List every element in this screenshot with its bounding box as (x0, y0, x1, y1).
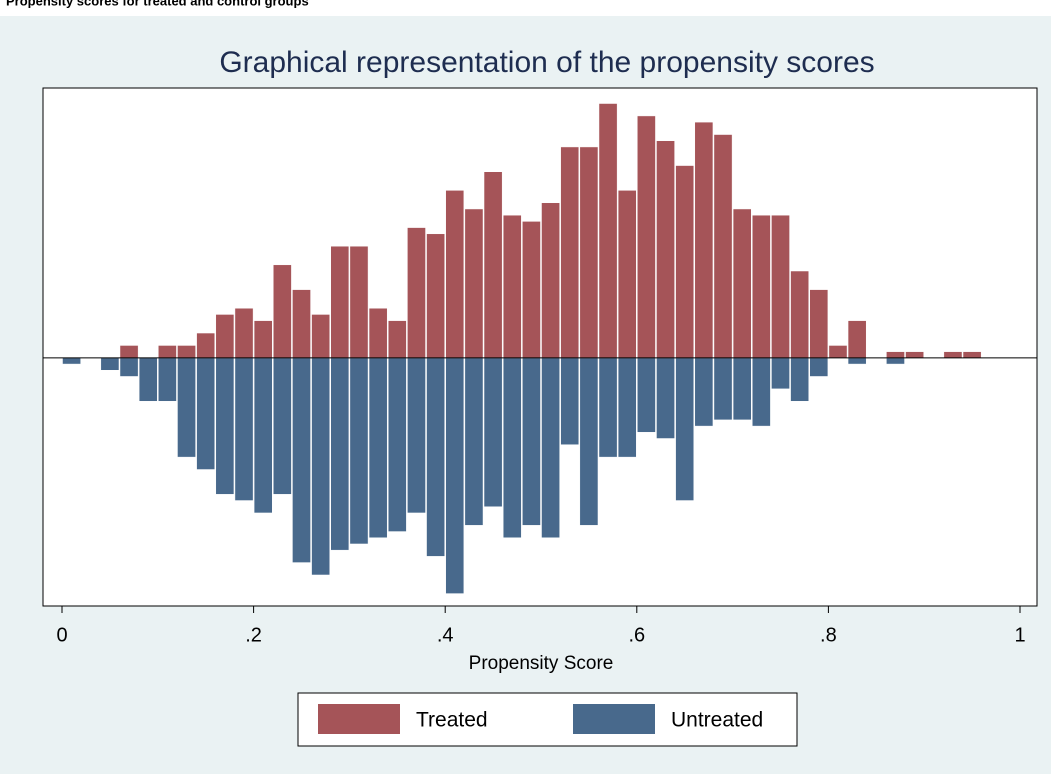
bar (847, 320, 867, 359)
bar (732, 357, 752, 421)
legend-label: Treated (416, 709, 488, 732)
bar (158, 345, 177, 359)
bar (177, 345, 196, 359)
bar (426, 357, 445, 557)
bar (598, 357, 618, 458)
bar (273, 357, 292, 495)
bar (905, 351, 924, 359)
bar (464, 208, 484, 359)
x-tick-label: 0 (56, 624, 67, 646)
bar (713, 357, 733, 421)
bar (62, 357, 81, 365)
bar (234, 307, 254, 359)
bar (215, 314, 235, 359)
bar (962, 351, 982, 359)
bar (330, 245, 350, 359)
bar (483, 357, 503, 507)
bar (177, 357, 196, 458)
bar (234, 357, 254, 501)
bar (732, 208, 752, 359)
bar (407, 227, 426, 359)
bar (694, 121, 714, 359)
bar (349, 357, 369, 545)
bar (771, 357, 790, 390)
bar (637, 115, 656, 359)
bar (694, 357, 714, 427)
bar (656, 357, 675, 439)
bar (541, 202, 560, 359)
bar (100, 357, 120, 371)
bar (292, 289, 311, 359)
x-tick-label: .2 (245, 624, 262, 646)
bar (311, 314, 330, 359)
bar (196, 357, 216, 470)
bar (598, 103, 618, 359)
bar (886, 351, 905, 359)
bar (560, 146, 580, 359)
bar (311, 357, 330, 576)
bar (215, 357, 235, 495)
bar (502, 214, 522, 359)
bar (522, 357, 541, 526)
bar (790, 357, 809, 402)
bar (119, 357, 139, 377)
bar (522, 221, 541, 359)
bar (809, 289, 829, 359)
bar (349, 245, 369, 359)
bar (809, 357, 829, 377)
bar (886, 357, 905, 365)
bar (445, 357, 465, 594)
bar (445, 190, 465, 359)
bar (617, 357, 637, 458)
bar (483, 171, 503, 359)
bar (752, 214, 771, 359)
bar (790, 270, 809, 359)
bar (541, 357, 560, 539)
chart-title: Graphical representation of the propensi… (219, 46, 874, 79)
bar (138, 357, 158, 402)
bar (560, 357, 580, 445)
bar (771, 214, 790, 359)
bar (656, 140, 675, 359)
x-tick-label: .4 (437, 624, 454, 646)
bar (464, 357, 484, 526)
bar (158, 357, 177, 402)
bar (292, 357, 311, 563)
bar (828, 345, 848, 359)
bar (579, 357, 599, 526)
bar (368, 307, 388, 359)
bar (675, 165, 695, 359)
x-tick-label: .8 (820, 624, 837, 646)
bar (368, 357, 388, 539)
bar (330, 357, 350, 551)
x-tick-label: .6 (628, 624, 645, 646)
bar (675, 357, 695, 501)
caption: Propensity scores for treated and contro… (6, 0, 309, 8)
bar (579, 146, 599, 359)
bar (637, 357, 656, 433)
bar (752, 357, 771, 427)
legend-label: Untreated (671, 709, 763, 732)
bar (617, 190, 637, 359)
bar (502, 357, 522, 539)
bar (943, 351, 963, 359)
bar (196, 332, 216, 359)
legend-swatch (318, 704, 400, 734)
x-axis-label: Propensity Score (469, 653, 614, 674)
bar (387, 320, 407, 359)
bar (847, 357, 867, 365)
bar (407, 357, 426, 514)
bar (387, 357, 407, 532)
x-tick-label: 1 (1014, 624, 1025, 646)
bar (273, 264, 292, 359)
bar (713, 134, 733, 359)
bar (253, 320, 273, 359)
legend-swatch (573, 704, 655, 734)
bar (119, 345, 139, 359)
bar (253, 357, 273, 514)
bar (426, 233, 445, 359)
